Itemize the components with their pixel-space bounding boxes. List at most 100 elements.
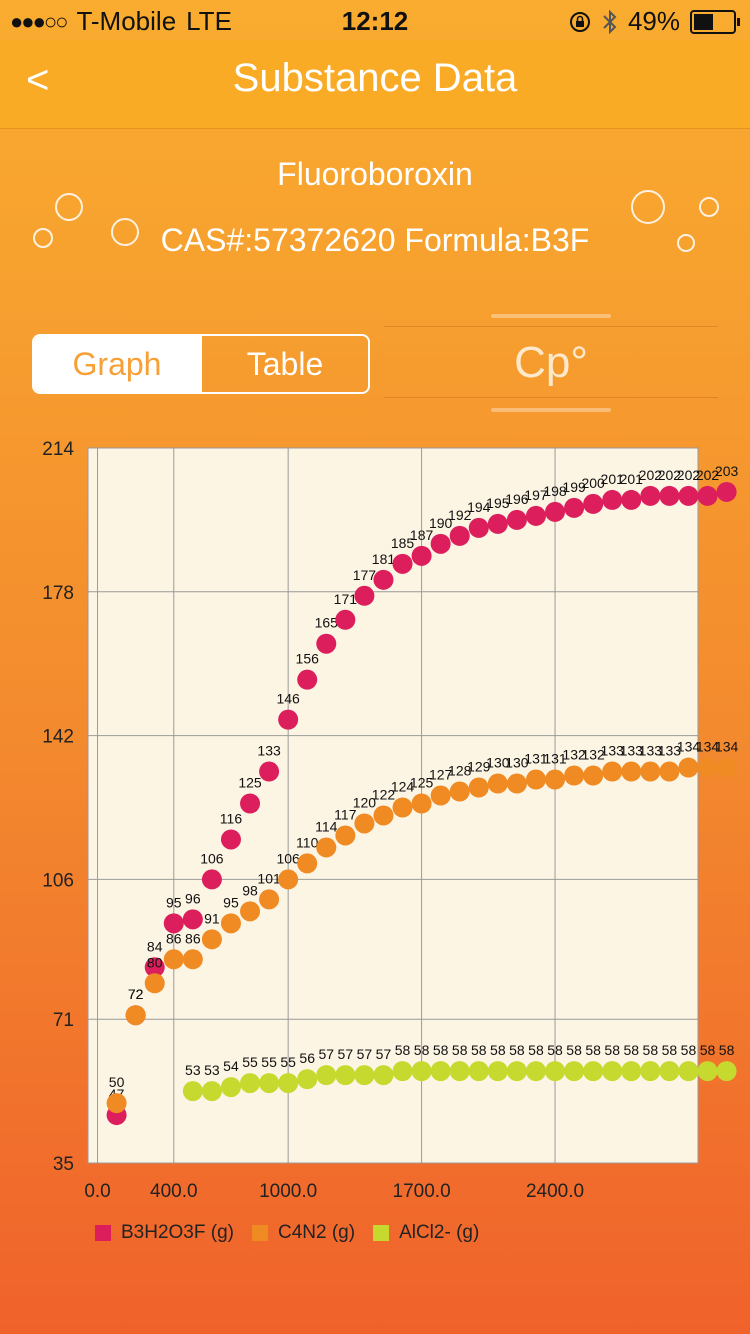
data-point [583,765,604,786]
data-label: 57 [357,1046,373,1062]
data-point [182,1081,203,1102]
data-label: 185 [391,535,415,551]
data-label: 202 [696,467,720,483]
y-tick-label: 35 [53,1154,74,1175]
data-point [564,765,585,786]
data-point [487,513,508,534]
data-point [468,777,489,798]
data-label: 56 [299,1050,315,1066]
data-label: 58 [585,1042,601,1058]
data-label: 131 [543,751,567,767]
data-point [545,1061,566,1082]
property-picker[interactable]: Cp° [384,326,718,398]
data-point [659,485,680,506]
legend-label: C4N2 (g) [277,1222,356,1243]
data-label: 127 [429,767,453,783]
data-label: 57 [338,1046,354,1062]
data-point [392,553,413,574]
data-label: 55 [280,1054,296,1070]
data-label: 134 [677,739,701,755]
data-point [545,769,566,790]
data-label: 96 [185,890,201,906]
data-label: 57 [318,1046,334,1062]
data-point [506,773,527,794]
legend-item-series-1: B3H2O3F (g) [95,1222,234,1244]
data-point [201,929,222,950]
data-label: 58 [700,1042,716,1058]
data-point [240,1073,261,1094]
legend-swatch [95,1225,111,1241]
data-point [621,761,642,782]
data-label: 95 [166,894,182,910]
data-label: 195 [486,495,510,511]
data-point [659,1061,680,1082]
data-label: 54 [223,1058,239,1074]
tab-graph[interactable]: Graph [34,336,200,392]
x-tick-label: 0.0 [84,1181,110,1202]
data-label: 106 [200,850,224,866]
data-label: 50 [109,1074,125,1090]
data-label: 114 [315,818,338,834]
data-point [240,901,261,922]
data-label: 134 [715,739,739,755]
data-point [449,781,470,802]
cp-scatter-chart: 35 71 106 142 178 214 0.0 400.0 1000.0 1700.0 2400… [42,439,739,1202]
data-point [411,545,432,566]
data-point [678,1061,699,1082]
y-tick-label: 178 [42,583,74,604]
data-label: 86 [185,930,201,946]
data-label: 190 [429,515,453,531]
data-label: 197 [524,487,548,503]
data-label: 128 [448,763,472,779]
battery-icon [690,9,740,34]
data-point [240,793,261,814]
data-point [525,505,546,526]
data-point [678,757,699,778]
picker-next-option [384,404,718,418]
substance-cas-formula: CAS#:57372620 Formula:B3F [160,222,590,258]
data-point [506,509,527,530]
data-point [659,761,680,782]
data-label: 116 [220,810,243,826]
data-label: 53 [185,1062,201,1078]
data-point [163,949,184,970]
data-point [430,785,451,806]
data-label: 125 [410,775,434,791]
data-point [259,889,280,910]
data-label: 202 [677,467,701,483]
data-label: 53 [204,1062,220,1078]
data-point [278,1073,299,1094]
status-bar: ●●●○○ T-Mobile LTE 12:12 49% [0,0,750,40]
back-button[interactable]: < [26,58,50,102]
data-point [525,1061,546,1082]
data-point [430,533,451,554]
data-label: 58 [547,1042,563,1058]
data-label: 194 [467,499,491,515]
data-point [697,757,718,778]
data-label: 196 [505,491,529,507]
data-label: 124 [391,778,415,794]
bubble-decoration [631,190,665,224]
data-label: 129 [467,759,491,775]
property-picker-value: Cp° [514,338,588,387]
data-label: 131 [524,751,548,767]
data-point [430,1061,451,1082]
data-point [278,869,299,890]
data-point [297,853,318,874]
data-label: 58 [490,1042,506,1058]
data-label: 98 [242,882,258,898]
data-point [144,957,165,978]
data-label: 58 [528,1042,544,1058]
tab-table[interactable]: Table [200,336,368,392]
data-label: 187 [410,527,434,543]
data-label: 192 [448,507,472,523]
data-point [640,1061,661,1082]
data-label: 58 [662,1042,678,1058]
data-point [259,761,280,782]
data-label: 58 [414,1042,430,1058]
data-label: 95 [223,894,239,910]
data-label: 133 [658,743,682,759]
status-right: 49% [568,6,740,37]
data-point [602,761,623,782]
data-point [354,813,375,834]
